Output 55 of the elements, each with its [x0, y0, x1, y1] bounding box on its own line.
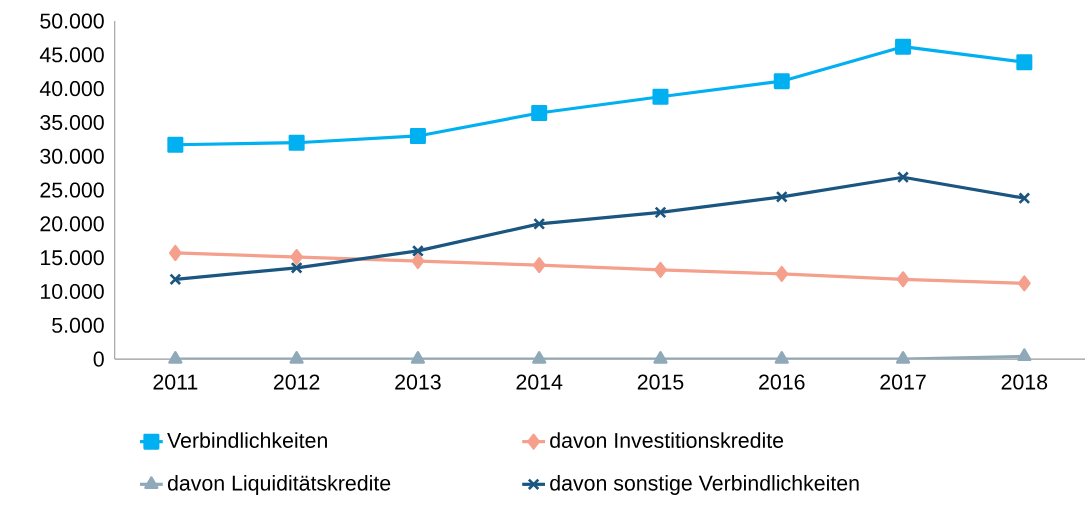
x-tick-label: 2014: [516, 374, 563, 390]
point: [533, 217, 546, 230]
point: [167, 136, 184, 153]
y-tick-label: 50.000: [40, 13, 104, 29]
point: [654, 261, 667, 278]
point: [289, 351, 304, 364]
point: [895, 351, 911, 364]
x-tick-label: 2018: [1001, 374, 1048, 390]
point: [411, 252, 425, 269]
point: [290, 261, 303, 274]
y-tick-label: 0: [93, 351, 104, 367]
x-tick-label: 2016: [759, 374, 805, 390]
y-tick-label: 45.000: [39, 47, 104, 63]
point: [1016, 54, 1033, 71]
point: [654, 206, 667, 219]
y-tick-label: 20.000: [40, 216, 104, 232]
point: [897, 171, 910, 184]
y-tick-label: 35.000: [40, 114, 104, 130]
point: [653, 351, 668, 364]
legend-label: Verbindlichkeiten: [167, 432, 327, 448]
point: [775, 190, 788, 203]
point: [1017, 348, 1032, 362]
point: [896, 271, 910, 288]
point: [532, 351, 547, 364]
point: [774, 351, 789, 364]
y-tick-label: 15.000: [41, 250, 104, 266]
y-tick-label: 40.000: [39, 81, 104, 97]
x-tick-label: 2013: [395, 374, 441, 390]
legend-label: davon Investitionskredite: [550, 432, 784, 448]
point: [532, 257, 546, 274]
x-tick-label: 2012: [273, 374, 320, 390]
y-tick-label: 5.000: [52, 317, 104, 333]
point: [409, 127, 426, 144]
point: [169, 273, 182, 286]
point: [290, 248, 303, 265]
legend-label: davon Liquiditätskredite: [167, 474, 391, 495]
x-tick-label: 2015: [637, 374, 684, 390]
legend-label: davon sonstige Verbindlichkeiten: [550, 474, 859, 495]
point: [169, 244, 182, 261]
point: [411, 244, 424, 257]
point: [1018, 275, 1031, 292]
y-tick-label: 25.000: [40, 182, 104, 198]
x-tick-label: 2017: [880, 374, 926, 390]
point: [410, 351, 426, 364]
point: [168, 351, 183, 364]
point: [1018, 192, 1031, 205]
point: [652, 88, 669, 105]
point: [775, 265, 789, 282]
x-tick-label: 2011: [153, 374, 198, 390]
y-tick-label: 10.000: [41, 283, 104, 299]
point: [773, 73, 790, 90]
point: [895, 38, 912, 55]
y-tick-label: 30.000: [40, 148, 104, 164]
point: [288, 134, 305, 151]
point: [531, 104, 548, 121]
